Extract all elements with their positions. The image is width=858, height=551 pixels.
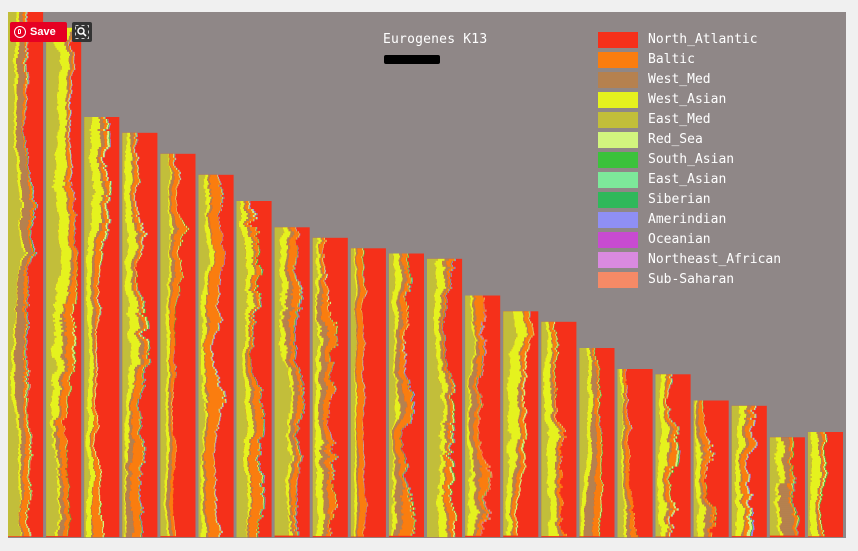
pinterest-save-button[interactable]: Save	[10, 22, 67, 42]
legend-swatch	[598, 72, 638, 88]
legend-label: Oceanian	[648, 232, 711, 247]
legend-swatch	[598, 132, 638, 148]
chart-frame: Eurogenes K13 North_Atlantic Baltic West_M…	[8, 12, 846, 538]
column	[350, 248, 386, 538]
legend-label: Siberian	[648, 192, 711, 207]
legend-swatch	[598, 112, 638, 128]
legend-swatch	[598, 32, 638, 48]
column	[8, 12, 44, 537]
chart-plot	[8, 12, 843, 538]
legend-label: North_Atlantic	[648, 32, 758, 47]
legend-label: West_Med	[648, 72, 711, 87]
legend-label: Amerindian	[648, 212, 727, 227]
magnifier-icon	[75, 25, 89, 39]
legend-label: Red_Sea	[648, 132, 703, 147]
legend-label: Sub-Saharan	[648, 272, 735, 287]
save-label: Save	[30, 26, 56, 38]
column	[579, 348, 615, 537]
column	[274, 227, 310, 538]
column	[655, 374, 691, 538]
legend-label: Baltic	[648, 52, 695, 67]
column	[617, 369, 653, 538]
legend-swatch	[598, 272, 638, 288]
column	[160, 153, 196, 538]
column	[693, 400, 729, 537]
column	[807, 432, 843, 537]
column	[46, 27, 82, 538]
legend-label: East_Asian	[648, 172, 727, 187]
column	[503, 311, 539, 538]
legend-label: Northeast_African	[648, 252, 782, 267]
chart-title: Eurogenes K13	[383, 32, 488, 47]
legend-swatch	[598, 52, 638, 68]
column	[465, 295, 501, 537]
legend-swatch	[598, 152, 638, 168]
zoom-button[interactable]	[72, 22, 92, 42]
legend-label: West_Asian	[648, 92, 727, 107]
column	[198, 174, 234, 538]
column	[236, 201, 272, 538]
redacted-subtitle	[384, 55, 440, 64]
column	[769, 437, 805, 538]
legend-swatch	[598, 232, 638, 248]
legend-swatch	[598, 212, 638, 228]
legend-label: East_Med	[648, 112, 711, 127]
column	[312, 237, 348, 538]
legend-swatch	[598, 252, 638, 268]
column	[541, 321, 577, 538]
legend-swatch	[598, 92, 638, 108]
pinterest-icon	[14, 26, 26, 38]
legend-swatch	[598, 192, 638, 208]
column	[122, 132, 158, 538]
column	[427, 258, 463, 538]
legend-label: South_Asian	[648, 152, 735, 167]
column	[731, 405, 767, 538]
column	[84, 117, 120, 538]
legend-swatch	[598, 172, 638, 188]
column	[388, 253, 424, 537]
